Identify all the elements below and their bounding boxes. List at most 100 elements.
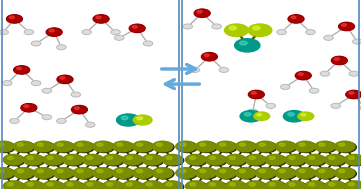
Circle shape — [64, 155, 84, 166]
Circle shape — [207, 182, 227, 189]
Circle shape — [33, 141, 53, 152]
Circle shape — [335, 168, 355, 178]
Circle shape — [57, 45, 66, 50]
Circle shape — [257, 114, 262, 116]
Circle shape — [35, 142, 55, 153]
Circle shape — [339, 170, 345, 173]
Circle shape — [196, 141, 216, 152]
Circle shape — [180, 143, 186, 146]
Circle shape — [67, 156, 73, 160]
Circle shape — [237, 142, 257, 153]
Circle shape — [275, 141, 295, 152]
Circle shape — [339, 22, 355, 31]
Circle shape — [326, 182, 346, 189]
Circle shape — [325, 181, 345, 189]
Circle shape — [146, 183, 152, 186]
Circle shape — [121, 116, 128, 120]
Circle shape — [266, 182, 287, 189]
Circle shape — [134, 168, 154, 179]
Circle shape — [306, 155, 326, 166]
Circle shape — [15, 168, 35, 179]
Circle shape — [25, 182, 45, 189]
Circle shape — [326, 155, 346, 166]
Circle shape — [244, 113, 251, 116]
Circle shape — [334, 58, 339, 60]
Circle shape — [94, 168, 114, 179]
Circle shape — [259, 170, 265, 173]
Circle shape — [207, 155, 227, 166]
Circle shape — [94, 142, 114, 153]
Circle shape — [43, 154, 63, 165]
Circle shape — [335, 141, 355, 152]
Circle shape — [217, 142, 237, 153]
Circle shape — [44, 155, 65, 166]
Circle shape — [325, 154, 345, 165]
Circle shape — [87, 183, 93, 186]
Circle shape — [84, 155, 104, 166]
Circle shape — [142, 154, 162, 165]
Circle shape — [93, 15, 109, 23]
Circle shape — [117, 114, 140, 126]
Circle shape — [279, 170, 285, 173]
Circle shape — [286, 182, 306, 189]
Circle shape — [348, 183, 355, 186]
Circle shape — [86, 122, 95, 127]
Circle shape — [93, 141, 113, 152]
Circle shape — [239, 143, 245, 146]
Circle shape — [197, 10, 202, 13]
Circle shape — [164, 155, 184, 166]
Circle shape — [55, 142, 75, 153]
Circle shape — [84, 182, 104, 189]
Circle shape — [229, 26, 236, 30]
Circle shape — [331, 103, 340, 108]
Circle shape — [154, 142, 174, 153]
Circle shape — [53, 141, 73, 152]
Circle shape — [255, 141, 275, 152]
Circle shape — [305, 154, 325, 165]
Circle shape — [137, 117, 143, 120]
Circle shape — [37, 170, 43, 173]
Circle shape — [10, 119, 19, 123]
Circle shape — [0, 142, 15, 153]
Circle shape — [253, 26, 260, 30]
Circle shape — [257, 142, 277, 153]
Circle shape — [132, 26, 137, 28]
Circle shape — [31, 81, 41, 86]
Circle shape — [190, 67, 200, 72]
Circle shape — [164, 182, 184, 189]
Circle shape — [201, 53, 217, 61]
Circle shape — [126, 183, 132, 186]
Circle shape — [219, 143, 226, 146]
Circle shape — [93, 168, 113, 178]
Circle shape — [279, 143, 285, 146]
Circle shape — [97, 170, 103, 173]
Circle shape — [319, 170, 325, 173]
Circle shape — [74, 107, 79, 109]
Circle shape — [187, 155, 207, 166]
Circle shape — [97, 143, 103, 146]
Circle shape — [82, 30, 91, 35]
Circle shape — [57, 119, 66, 123]
Circle shape — [259, 143, 265, 146]
Circle shape — [265, 154, 285, 165]
Circle shape — [216, 168, 236, 178]
Circle shape — [129, 24, 145, 33]
Circle shape — [3, 181, 23, 189]
Circle shape — [240, 41, 247, 45]
Circle shape — [73, 141, 93, 152]
Circle shape — [74, 142, 95, 153]
Circle shape — [111, 30, 120, 35]
Circle shape — [43, 181, 63, 189]
Circle shape — [346, 182, 361, 189]
Circle shape — [266, 155, 287, 166]
Circle shape — [13, 168, 34, 178]
Circle shape — [349, 92, 354, 94]
Circle shape — [60, 77, 65, 79]
Circle shape — [235, 168, 256, 178]
Circle shape — [104, 155, 124, 166]
Circle shape — [277, 142, 297, 153]
Circle shape — [47, 156, 53, 160]
Circle shape — [180, 170, 186, 173]
Circle shape — [103, 181, 123, 189]
Circle shape — [209, 156, 216, 160]
